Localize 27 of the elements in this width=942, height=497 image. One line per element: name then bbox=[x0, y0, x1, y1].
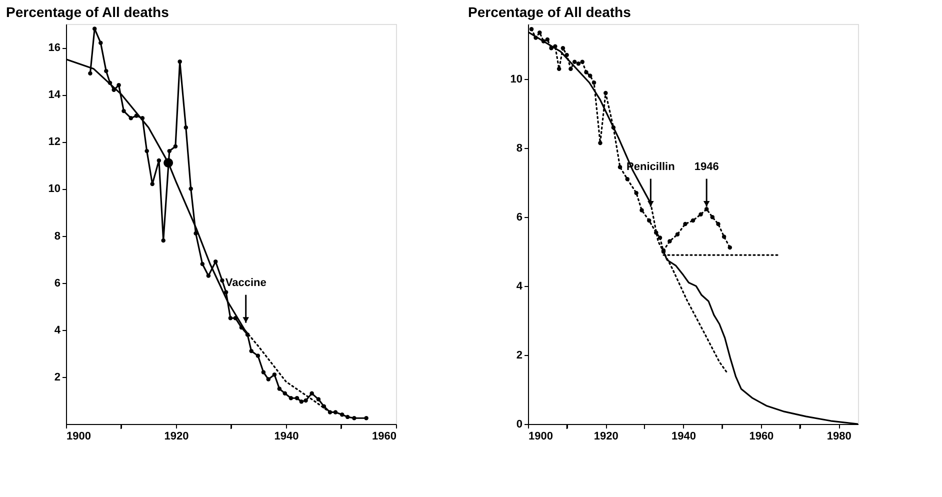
y-tick-label: 14 bbox=[48, 89, 62, 102]
y-tick-label: 6 bbox=[54, 277, 60, 290]
y-tick-label: 8 bbox=[516, 142, 522, 155]
chart-title: Percentage of All deaths bbox=[468, 4, 632, 20]
x-tick-label: 1900 bbox=[66, 430, 91, 442]
x-tick-label: 1900 bbox=[528, 430, 553, 442]
x-tick-label: 1920 bbox=[164, 430, 189, 442]
x-tick-label: 1960 bbox=[749, 430, 774, 442]
annotation: 1946 bbox=[694, 160, 719, 173]
y-tick-label: 2 bbox=[54, 371, 60, 384]
x-tick-label: 1980 bbox=[826, 430, 852, 442]
y-tick-label: 2 bbox=[516, 350, 522, 362]
y-tick-label: 0 bbox=[516, 418, 522, 430]
x-tick-label: 1940 bbox=[274, 430, 299, 442]
y-tick-label: 8 bbox=[54, 230, 60, 242]
y-tick-label: 4 bbox=[516, 280, 524, 293]
annotation: Vaccine bbox=[225, 276, 266, 289]
y-tick-label: 12 bbox=[48, 136, 60, 148]
y-tick-label: 16 bbox=[48, 42, 60, 54]
y-tick-label: 10 bbox=[48, 183, 60, 196]
y-tick-label: 10 bbox=[510, 74, 522, 86]
x-tick-label: 1920 bbox=[594, 430, 618, 442]
x-tick-label: 1960 bbox=[372, 430, 396, 442]
y-tick-label: 4 bbox=[54, 324, 62, 336]
chart-title: Percentage of All deaths bbox=[6, 4, 170, 20]
y-tick-label: 6 bbox=[516, 212, 522, 224]
x-tick-label: 1940 bbox=[672, 430, 696, 442]
